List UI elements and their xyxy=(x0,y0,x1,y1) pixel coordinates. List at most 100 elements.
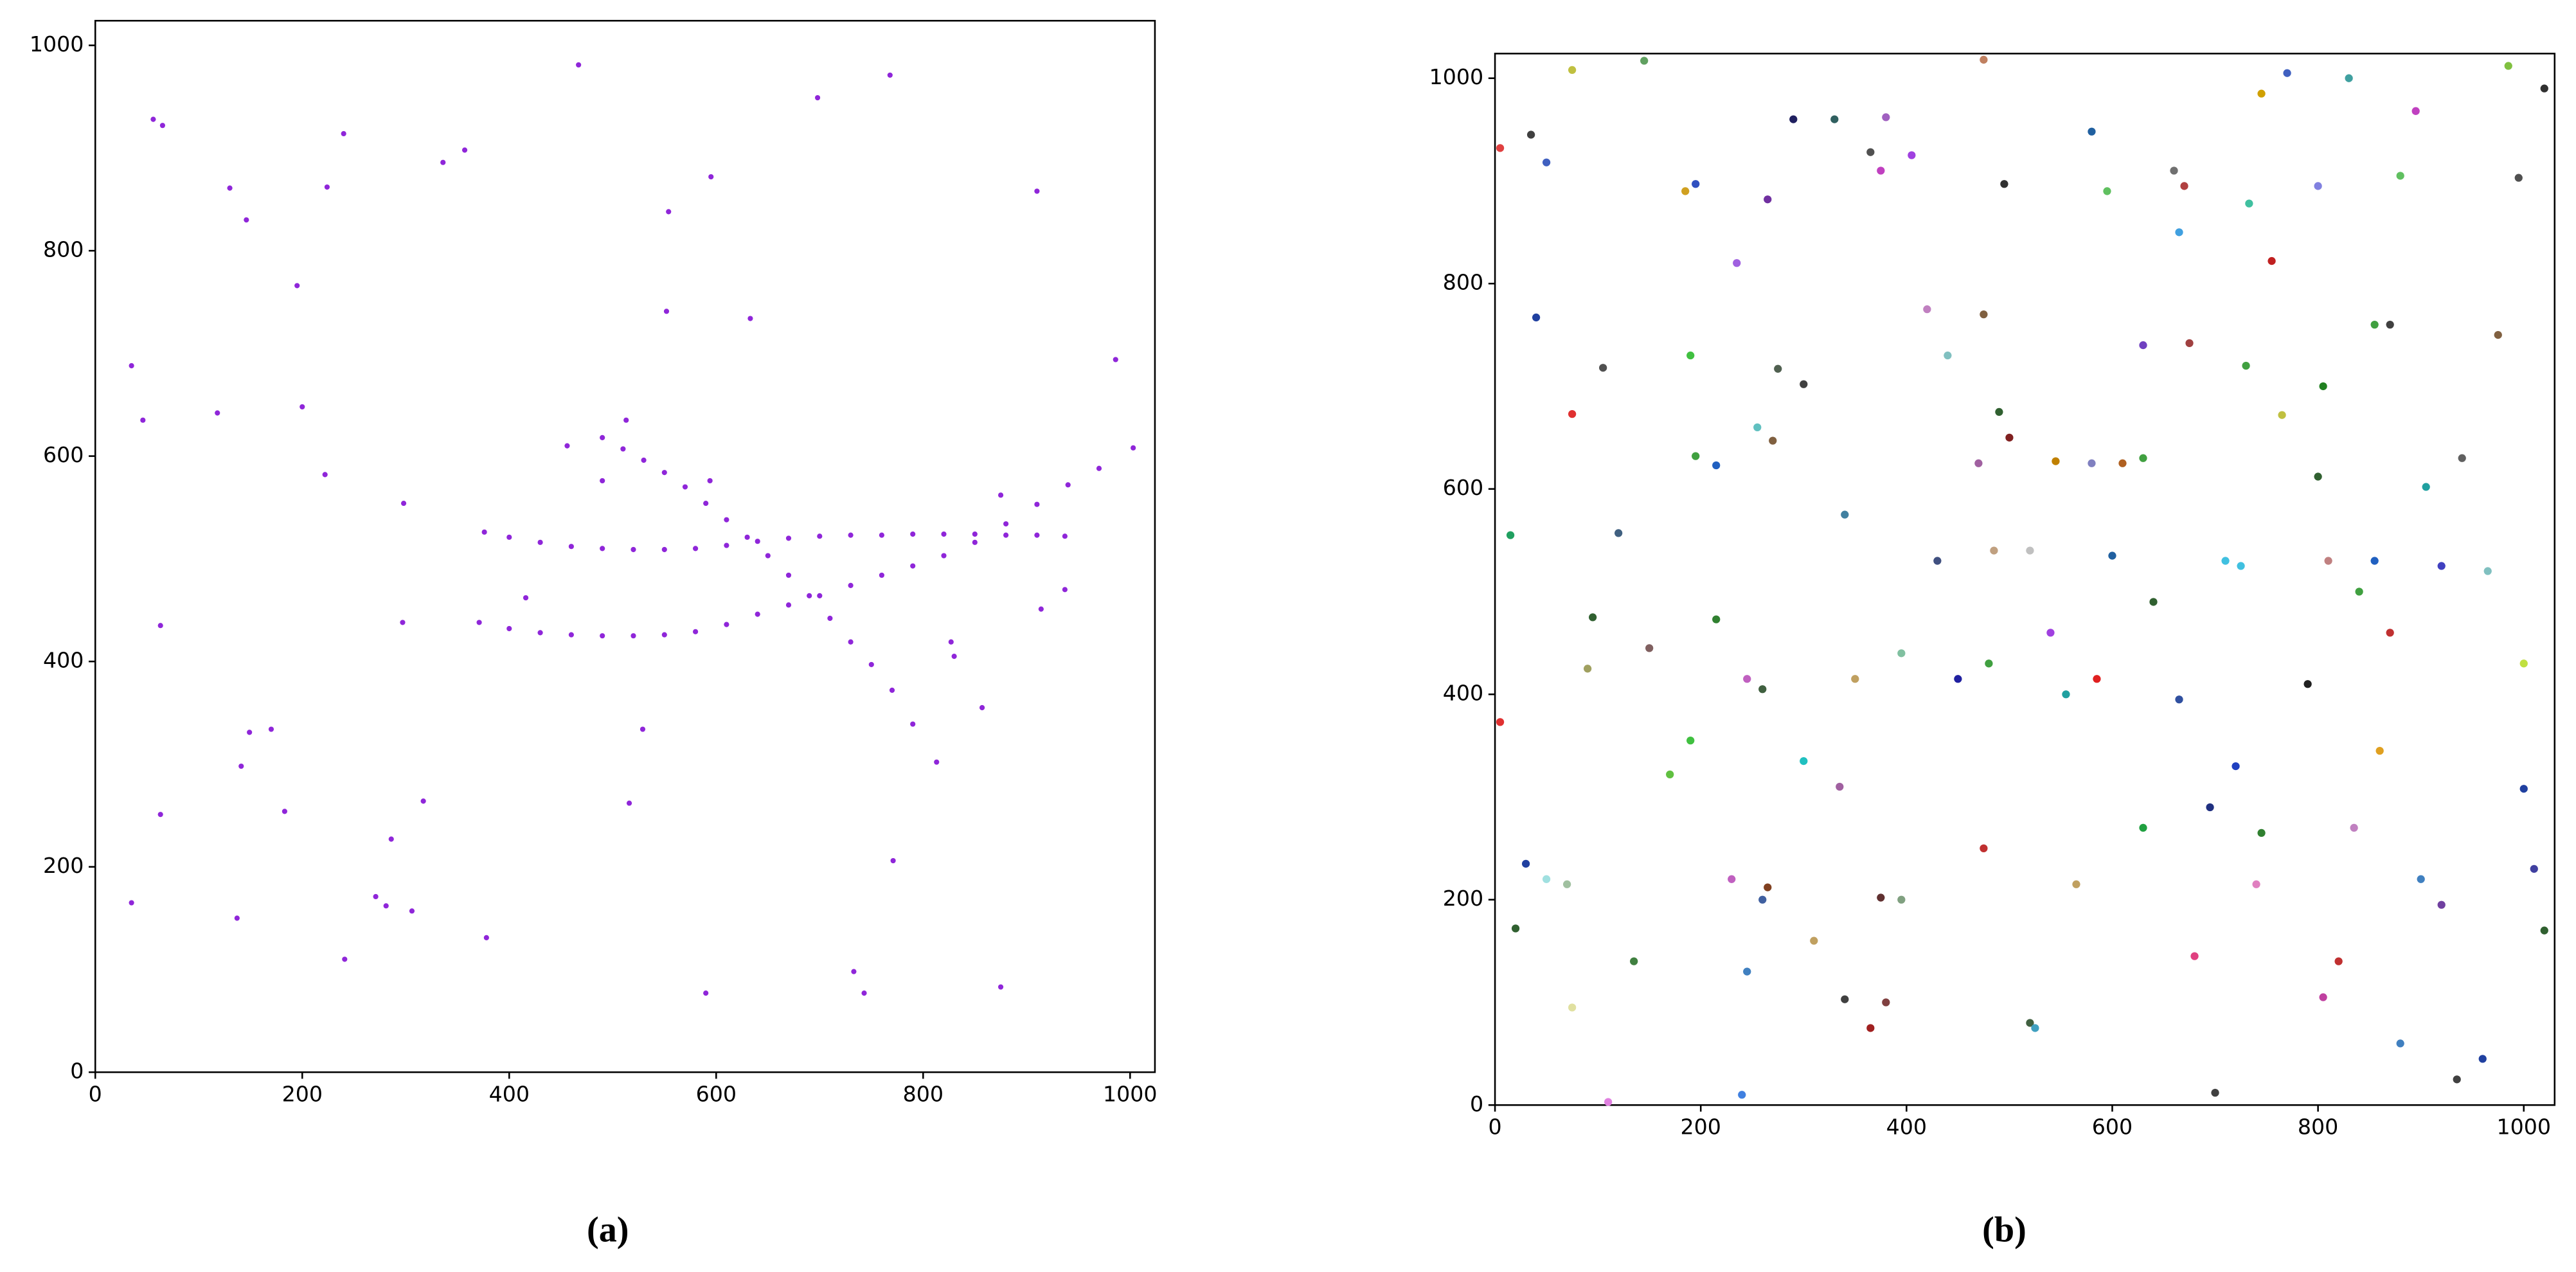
point xyxy=(785,572,792,578)
point xyxy=(2237,562,2245,570)
point xyxy=(2046,629,2055,637)
point xyxy=(1113,357,1118,363)
x-tick-label: 800 xyxy=(2298,1115,2338,1140)
point xyxy=(1995,408,2003,417)
y-tick-label: 400 xyxy=(1443,681,1483,706)
point xyxy=(564,443,570,449)
point xyxy=(2314,182,2322,190)
point xyxy=(1851,675,1859,683)
point xyxy=(682,484,688,490)
point xyxy=(2190,952,2199,960)
point xyxy=(420,798,426,804)
point xyxy=(1712,461,1721,470)
point xyxy=(1542,158,1551,166)
point xyxy=(2103,187,2111,195)
point xyxy=(724,517,729,523)
point xyxy=(400,501,407,506)
point xyxy=(506,534,512,540)
point xyxy=(1789,115,1798,123)
point xyxy=(1980,844,1988,853)
point xyxy=(765,553,771,559)
point xyxy=(1065,482,1071,488)
point xyxy=(2319,993,2327,1001)
point xyxy=(2458,454,2466,462)
x-tick-label: 600 xyxy=(696,1081,737,1106)
point xyxy=(1728,875,1736,883)
point xyxy=(1743,675,1751,683)
point xyxy=(666,209,672,215)
x-tick-label: 200 xyxy=(282,1081,323,1106)
y-tick-label: 800 xyxy=(43,237,84,262)
point xyxy=(2319,382,2327,391)
point xyxy=(2139,341,2147,350)
point xyxy=(1568,1003,1577,1012)
point xyxy=(1774,364,1782,373)
point xyxy=(631,633,636,639)
point xyxy=(1038,606,1044,612)
point xyxy=(1810,936,1818,945)
point xyxy=(817,533,823,539)
y-tick-label: 0 xyxy=(1470,1091,1483,1116)
point xyxy=(2108,551,2116,560)
point xyxy=(2000,180,2008,188)
point xyxy=(861,990,867,996)
point xyxy=(2345,74,2353,82)
point xyxy=(1562,880,1571,888)
point xyxy=(2005,433,2014,442)
point xyxy=(2483,567,2492,575)
point xyxy=(2411,107,2420,115)
point xyxy=(1131,445,1136,451)
point xyxy=(640,726,646,732)
point xyxy=(661,470,667,476)
point xyxy=(868,661,874,668)
point xyxy=(2252,880,2260,888)
point xyxy=(576,62,582,68)
point xyxy=(641,457,647,463)
point xyxy=(373,893,379,900)
point xyxy=(1758,895,1767,904)
point xyxy=(1764,195,1772,204)
point xyxy=(1753,423,1762,432)
point xyxy=(1877,166,1885,175)
point xyxy=(1841,510,1849,519)
y-tick-label: 1000 xyxy=(1429,64,1484,89)
point xyxy=(481,529,487,535)
point xyxy=(910,721,916,727)
point xyxy=(1542,875,1551,883)
point xyxy=(2031,1024,2039,1032)
point xyxy=(1062,533,1068,539)
point xyxy=(2519,785,2528,793)
x-tick-label: 400 xyxy=(1886,1115,1927,1140)
point xyxy=(692,546,699,551)
plot-frame xyxy=(1494,53,2556,1106)
point xyxy=(827,615,833,622)
point xyxy=(1897,895,1906,904)
point xyxy=(951,654,957,659)
point xyxy=(1506,531,1515,539)
point xyxy=(661,632,667,638)
y-tick-label: 400 xyxy=(43,648,84,673)
point xyxy=(1692,180,1700,188)
point xyxy=(461,147,468,153)
point xyxy=(2283,69,2291,77)
point xyxy=(383,903,389,909)
point xyxy=(2242,361,2250,370)
point xyxy=(1990,546,1998,555)
point xyxy=(1980,55,1988,64)
point xyxy=(568,544,574,550)
caption: (b) xyxy=(1982,1210,2026,1250)
point xyxy=(1003,521,1009,527)
point xyxy=(814,94,821,101)
point xyxy=(238,763,244,769)
point xyxy=(2437,900,2446,909)
point xyxy=(2118,459,2127,467)
point xyxy=(215,410,220,416)
point xyxy=(1521,859,1530,868)
point xyxy=(440,159,446,165)
point xyxy=(1532,313,1541,322)
point xyxy=(848,582,854,588)
point xyxy=(620,446,626,452)
point xyxy=(1743,967,1751,976)
